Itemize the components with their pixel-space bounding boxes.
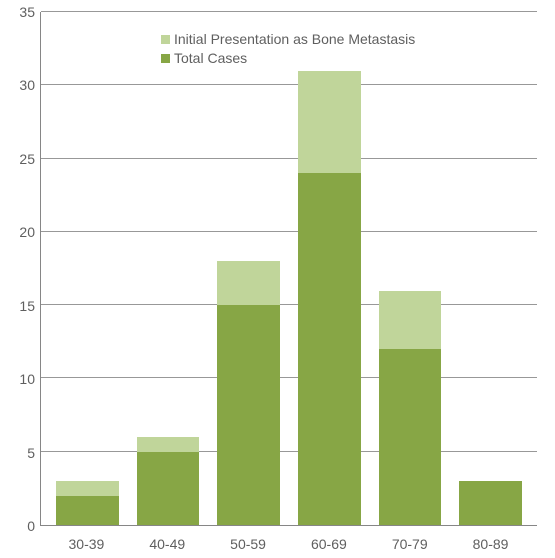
bar-slot <box>450 12 531 525</box>
bar-stack <box>379 12 442 525</box>
bar-segment-bottom <box>217 305 280 525</box>
x-tick-label: 30-39 <box>46 536 127 552</box>
y-tick-label: 15 <box>5 298 35 314</box>
y-tick-label: 10 <box>5 371 35 387</box>
bars-group <box>41 12 537 525</box>
legend-label: Initial Presentation as Bone Metastasis <box>174 30 415 49</box>
legend: Initial Presentation as Bone Metastasis … <box>161 30 415 68</box>
x-tick-label: 80-89 <box>450 536 531 552</box>
legend-swatch-icon <box>161 35 170 44</box>
x-tick-label: 60-69 <box>288 536 369 552</box>
bar-stack <box>56 12 119 525</box>
bar-segment-top <box>56 481 119 496</box>
bar-slot <box>289 12 370 525</box>
legend-label: Total Cases <box>174 49 247 68</box>
bar-segment-top <box>379 291 442 350</box>
chart-container: Initial Presentation as Bone Metastasis … <box>0 0 555 558</box>
bar-slot <box>370 12 451 525</box>
bar-stack <box>459 12 522 525</box>
y-tick-label: 0 <box>5 518 35 534</box>
y-tick-label: 25 <box>5 151 35 167</box>
bar-segment-bottom <box>56 496 119 525</box>
y-tick-label: 30 <box>5 77 35 93</box>
legend-item: Initial Presentation as Bone Metastasis <box>161 30 415 49</box>
y-tick-label: 35 <box>5 4 35 20</box>
x-tick-label: 70-79 <box>369 536 450 552</box>
bar-segment-bottom <box>379 349 442 525</box>
bar-stack <box>217 12 280 525</box>
bar-slot <box>208 12 289 525</box>
x-tick-label: 40-49 <box>127 536 208 552</box>
bar-segment-top <box>298 71 361 174</box>
bar-slot <box>47 12 128 525</box>
y-tick-label: 5 <box>5 445 35 461</box>
bar-segment-bottom <box>459 481 522 525</box>
x-tick-label: 50-59 <box>208 536 289 552</box>
bar-segment-bottom <box>298 173 361 525</box>
bar-stack <box>298 12 361 525</box>
bar-slot <box>128 12 209 525</box>
legend-item: Total Cases <box>161 49 415 68</box>
bar-segment-bottom <box>137 452 200 525</box>
legend-swatch-icon <box>161 54 170 63</box>
bar-segment-top <box>217 261 280 305</box>
y-tick-label: 20 <box>5 224 35 240</box>
bar-segment-top <box>137 437 200 452</box>
plot-area: Initial Presentation as Bone Metastasis … <box>40 12 537 526</box>
bar-stack <box>137 12 200 525</box>
x-axis-labels: 30-3940-4950-5960-6970-7980-89 <box>40 536 537 552</box>
